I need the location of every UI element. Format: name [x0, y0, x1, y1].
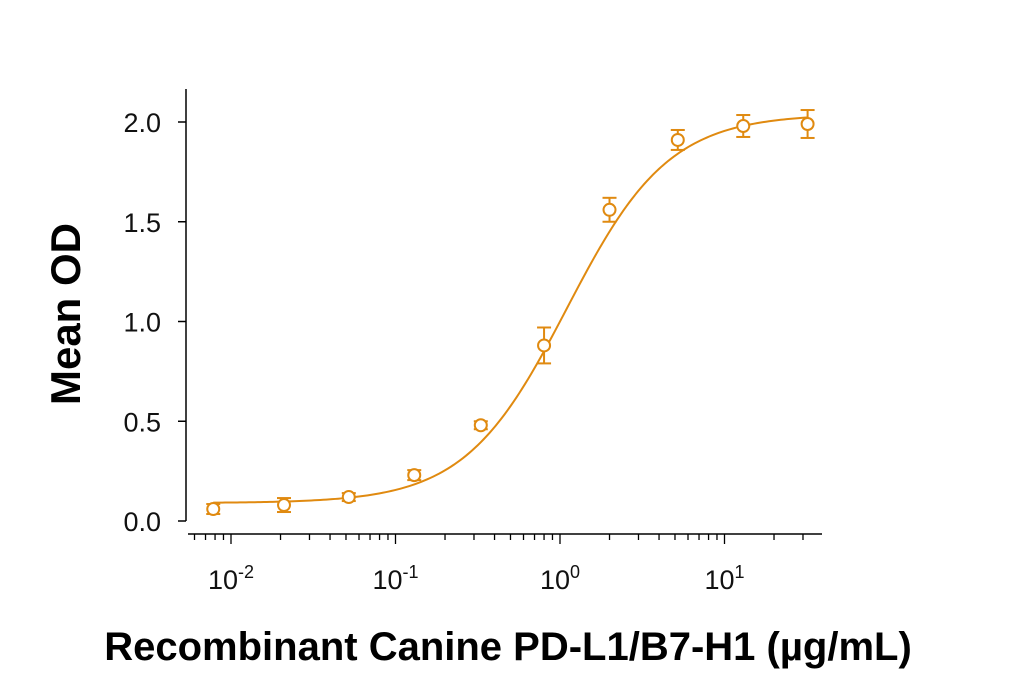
data-point-marker — [206, 502, 221, 517]
data-point-marker — [473, 418, 488, 433]
data-point — [602, 196, 617, 223]
data-point — [670, 128, 685, 151]
y-tick-label: 1.0 — [123, 308, 161, 338]
data-point — [206, 502, 221, 517]
data-point — [473, 418, 488, 433]
x-tick-label: 101 — [704, 562, 744, 595]
data-point — [537, 326, 552, 365]
fit-curve — [213, 116, 808, 504]
data-point-marker — [407, 468, 422, 483]
data-point-marker — [277, 498, 292, 513]
x-ticks: 10-2 10-1 100 101 — [193, 534, 804, 595]
data-point — [800, 109, 815, 139]
x-tick-label: 10-1 — [372, 562, 418, 595]
data-points — [206, 109, 815, 517]
data-point — [277, 497, 292, 514]
y-tick-label: 2.0 — [123, 108, 161, 138]
data-point — [341, 490, 356, 505]
data-point-marker — [341, 490, 356, 505]
y-axis-title: Mean OD — [42, 223, 89, 405]
x-tick-label: 10-2 — [208, 562, 254, 595]
x-tick-label: 100 — [540, 562, 580, 595]
x-axis-title: Recombinant Canine PD-L1/B7-H1 (µg/mL) — [104, 625, 912, 669]
y-tick-label: 0.5 — [123, 407, 161, 437]
y-tick-label: 1.5 — [123, 208, 161, 238]
data-point — [407, 468, 422, 483]
y-ticks: 0.0 0.5 1.0 1.5 2.0 — [123, 108, 186, 537]
data-point-marker — [537, 338, 552, 353]
data-point-marker — [670, 132, 685, 147]
y-tick-label: 0.0 — [123, 507, 161, 537]
data-point-marker — [602, 202, 617, 217]
data-point-marker — [736, 118, 751, 133]
data-point-marker — [800, 116, 815, 131]
data-point — [736, 114, 751, 138]
axes — [185, 89, 822, 535]
